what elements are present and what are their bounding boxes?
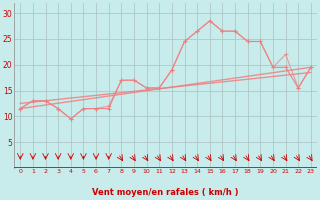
- X-axis label: Vent moyen/en rafales ( km/h ): Vent moyen/en rafales ( km/h ): [92, 188, 239, 197]
